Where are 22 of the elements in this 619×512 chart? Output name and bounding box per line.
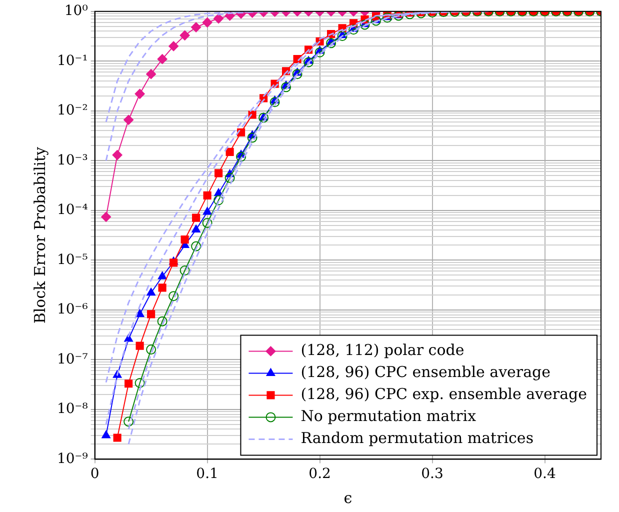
x-tick-label: 0 bbox=[90, 466, 100, 482]
legend-label: (128, 112) polar code bbox=[300, 341, 464, 360]
y-tick-label: 10⁻¹ bbox=[56, 52, 88, 69]
y-tick-label: 10⁻⁷ bbox=[56, 351, 88, 368]
y-tick-label: 10⁻² bbox=[56, 102, 88, 119]
y-tick-label: 10⁻⁵ bbox=[56, 252, 88, 268]
y-tick-label: 10⁻³ bbox=[56, 152, 88, 168]
y-tick-label: 10⁰ bbox=[64, 3, 88, 20]
x-tick-label: 0.2 bbox=[308, 466, 331, 482]
legend-label: (128, 96) CPC exp. ensemble average bbox=[300, 385, 588, 404]
y-tick-label: 10⁻⁶ bbox=[56, 302, 88, 318]
legend-label: Random permutation matrices bbox=[300, 429, 534, 448]
y-tick-label: 10⁻⁹ bbox=[56, 450, 88, 467]
legend-label: No permutation matrix bbox=[300, 407, 477, 426]
x-tick-label: 0.3 bbox=[421, 466, 444, 482]
x-axis-title: ϵ bbox=[344, 488, 352, 507]
y-tick-label: 10⁻⁸ bbox=[56, 401, 88, 418]
x-tick-label: 0.4 bbox=[534, 466, 556, 482]
x-tick-label: 0.1 bbox=[196, 466, 218, 482]
y-axis-title: Block Error Probability bbox=[30, 146, 49, 324]
legend-label: (128, 96) CPC ensemble average bbox=[300, 363, 551, 382]
y-tick-label: 10⁻⁴ bbox=[56, 202, 88, 218]
